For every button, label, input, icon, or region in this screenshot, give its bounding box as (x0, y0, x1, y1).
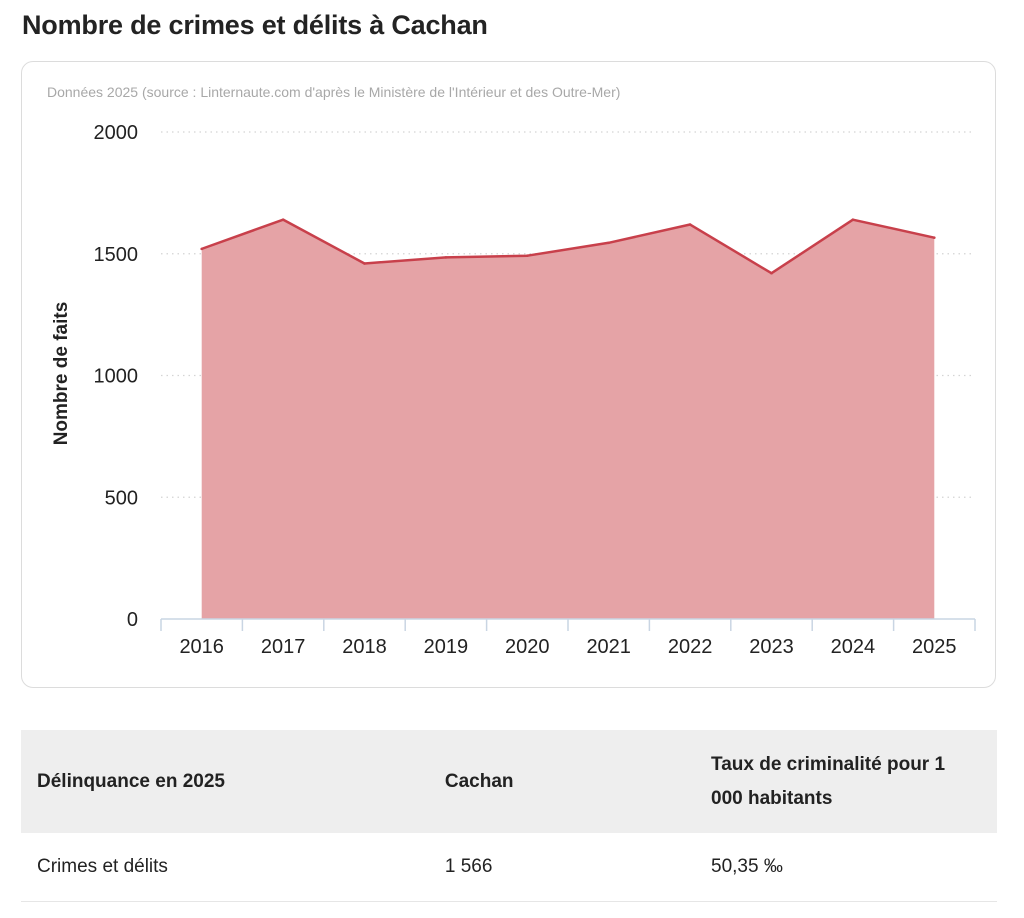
x-tick-label: 2025 (912, 636, 957, 658)
page-title: Nombre de crimes et délits à Cachan (22, 10, 488, 40)
y-tick-label: 1500 (94, 244, 139, 266)
table-header-text: Taux de criminalité pour 1 000 habitants (711, 753, 946, 809)
data-point (933, 236, 936, 239)
x-tick-label: 2020 (505, 636, 550, 658)
area-chart: 0 500 1000 1500 2000 2016 2017 2018 2019 2020 202… (51, 122, 976, 658)
x-tick-label: 2023 (749, 636, 794, 658)
data-point (607, 241, 610, 245)
x-tick-label: 2016 (179, 636, 224, 658)
data-point (770, 271, 773, 275)
data-point (444, 256, 448, 259)
chart-card: Données 2025 (source : Linternaute.com d… (21, 61, 996, 688)
data-point (851, 218, 855, 221)
table-header-cell: Délinquance en 2025 (21, 730, 429, 833)
y-tick-label: 500 (105, 487, 138, 509)
x-tick-label: 2022 (668, 636, 713, 658)
series-line (201, 218, 935, 275)
y-tick-label: 1000 (94, 366, 139, 388)
table-header-row: Délinquance en 2025 Cachan Taux de crimi… (21, 730, 997, 833)
x-tick-label: 2024 (831, 636, 876, 658)
y-axis-title: Nombre de faits (51, 302, 72, 446)
area-fill (201, 219, 935, 619)
data-point (281, 218, 285, 221)
chart-source-note: Données 2025 (source : Linternaute.com d… (47, 84, 621, 100)
table-cell: 50,35 ‰ (695, 833, 997, 902)
crime-table: Délinquance en 2025 Cachan Taux de crimi… (21, 730, 997, 902)
table-cell: Crimes et délits (21, 833, 429, 902)
table-cell: 1 566 (428, 833, 695, 902)
table-header-cell: Taux de criminalité pour 1 000 habitants (695, 730, 997, 833)
y-tick-label: 2000 (94, 122, 139, 144)
data-point (200, 247, 203, 251)
data-point (363, 262, 366, 265)
x-tick-label: 2019 (424, 636, 469, 658)
y-tick-label: 0 (127, 609, 138, 631)
table-header-cell: Cachan (428, 730, 695, 833)
data-point (526, 254, 529, 257)
x-tick-label: 2017 (261, 636, 306, 658)
x-tick-label: 2018 (342, 636, 387, 658)
table-row: Crimes et délits 1 566 50,35 ‰ (21, 833, 997, 902)
x-tick-label: 2021 (586, 636, 631, 658)
data-point (688, 223, 692, 226)
